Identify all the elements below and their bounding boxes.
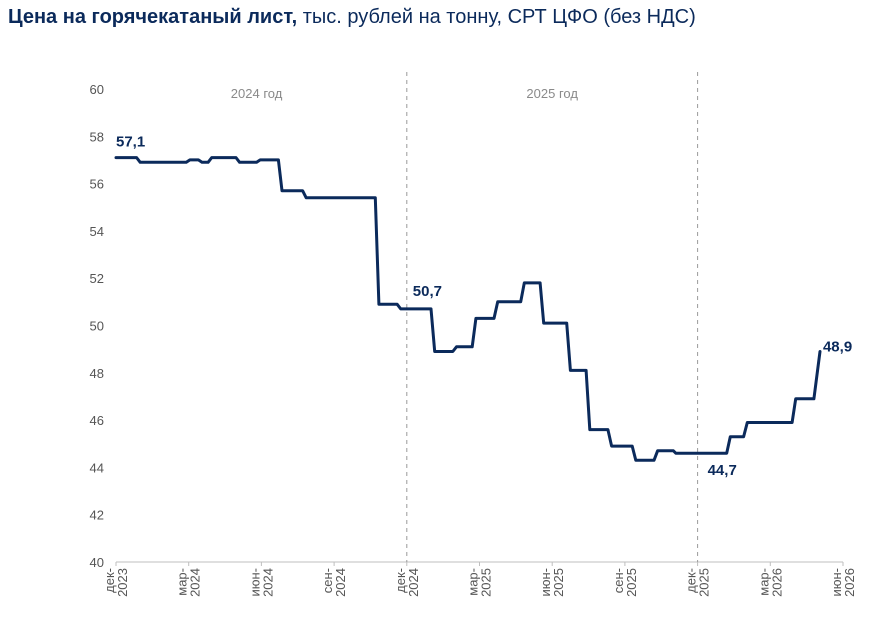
y-tick-label: 50 [90,319,104,334]
x-tick-label: мар-2025 [466,568,494,597]
y-tick-label: 40 [90,555,104,570]
y-tick-label: 52 [90,271,104,286]
data-label: 48,9 [823,339,852,356]
x-tick-label: июн-2025 [538,568,566,597]
chart-title: Цена на горячекатаный лист, тыс. рублей … [8,6,696,29]
y-tick-label: 44 [90,460,104,475]
y-tick-label: 48 [90,366,104,381]
period-label: 2025 год [526,86,578,101]
x-tick-label: дек-2023 [102,568,130,597]
x-tick-label: мар-2024 [175,568,203,597]
x-tick-label: сен-2024 [320,568,348,597]
y-tick-label: 58 [90,129,104,144]
period-label: 2024 год [231,86,283,101]
data-label: 57,1 [116,134,145,151]
x-tick-label: июн-2024 [247,568,275,597]
price-series-line [114,156,822,462]
data-label: 44,7 [708,462,737,479]
x-tick-label: сен-2025 [611,568,639,597]
y-tick-label: 56 [90,177,104,192]
x-tick-label: июн-2026 [829,568,857,597]
data-label: 50,7 [413,283,442,300]
y-tick-label: 46 [90,413,104,428]
chart-title-bold: Цена на горячекатаный лист, [8,6,298,28]
y-tick-label: 42 [90,508,104,523]
x-tick-label: дек-2024 [393,568,421,597]
y-tick-label: 54 [90,224,104,239]
chart-title-rest: тыс. рублей на тонну, СРТ ЦФО (без НДС) [297,6,696,28]
x-tick-label: мар-2026 [756,568,784,597]
y-tick-label: 60 [90,82,104,97]
x-tick-label: дек-2025 [684,568,712,597]
